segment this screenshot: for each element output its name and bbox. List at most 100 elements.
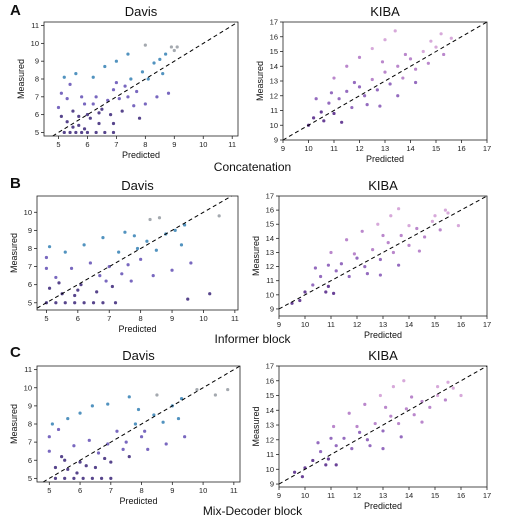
data-point [339, 262, 343, 266]
data-point [65, 96, 69, 101]
data-point [82, 127, 87, 131]
y-tick-label: 5 [35, 128, 39, 137]
data-point [324, 290, 328, 294]
y-tick-label: 10 [270, 121, 278, 130]
data-point [334, 463, 338, 467]
data-point [161, 72, 165, 76]
data-point [378, 257, 382, 262]
data-point [127, 395, 131, 399]
data-point [104, 279, 108, 283]
x-tick-label: 11 [231, 314, 239, 323]
chart-title: KIBA [370, 4, 400, 19]
y-tick-label: 9 [28, 401, 32, 410]
data-point [446, 380, 450, 384]
data-point [397, 263, 401, 267]
panel-letter-a: A [10, 2, 21, 19]
data-point [129, 279, 133, 283]
data-point [311, 458, 315, 463]
data-point [391, 250, 395, 255]
x-tick-label: 14 [405, 320, 413, 329]
identity-line [278, 195, 488, 310]
data-point [195, 387, 199, 392]
y-tick-label: 11 [266, 276, 274, 285]
data-point [375, 88, 379, 92]
data-point [329, 250, 333, 255]
data-point [66, 416, 70, 421]
data-point [114, 59, 118, 63]
data-point [158, 57, 162, 62]
data-point [143, 43, 147, 47]
x-tick-label: 7 [107, 314, 111, 323]
x-tick-label: 11 [230, 486, 238, 495]
data-point [378, 104, 382, 108]
y-tick-label: 5 [28, 298, 32, 307]
data-point [438, 228, 442, 232]
x-tick-label: 12 [353, 491, 361, 500]
data-point [151, 274, 155, 278]
data-point [342, 436, 346, 440]
data-point [324, 463, 328, 467]
data-point [213, 393, 217, 397]
data-point [451, 386, 455, 390]
data-point [132, 234, 136, 238]
data-point [313, 266, 317, 270]
x-tick-label: 9 [277, 320, 281, 329]
y-tick-label: 7 [35, 92, 39, 101]
data-point [358, 430, 362, 435]
data-point [44, 255, 49, 260]
data-point [433, 214, 437, 218]
data-point [352, 252, 356, 256]
y-tick-label: 11 [270, 106, 278, 115]
x-tick-label: 15 [431, 491, 439, 500]
data-point [126, 263, 130, 267]
data-point [90, 404, 94, 408]
data-point [139, 435, 144, 439]
data-point [82, 243, 86, 247]
x-axis-label: Predicted [119, 496, 157, 506]
x-tick-label: 17 [483, 320, 491, 329]
x-tick-label: 12 [355, 144, 363, 153]
y-tick-label: 8 [35, 75, 39, 84]
data-point [357, 55, 362, 60]
scatter-svg: Davis 5 6 7 8 9 10 11 5 6 7 8 9 10 Predicted Measured [9, 178, 239, 334]
data-point [81, 476, 85, 480]
y-tick-label: 14 [270, 62, 278, 71]
x-tick-label: 14 [405, 491, 413, 500]
x-tick-label: 6 [78, 486, 82, 495]
x-tick-label: 10 [199, 486, 207, 495]
y-tick-label: 15 [270, 47, 278, 56]
data-point [319, 449, 323, 454]
data-point [408, 57, 413, 61]
scatter-points [47, 387, 230, 480]
data-point [62, 130, 66, 135]
data-point [217, 214, 221, 218]
x-tick-label: 11 [330, 144, 338, 153]
x-tick-label: 11 [228, 140, 236, 149]
data-point [345, 89, 349, 93]
data-point [76, 288, 80, 292]
y-tick-label: 15 [266, 220, 274, 229]
data-point [80, 95, 84, 99]
data-point [114, 80, 118, 85]
data-point [443, 398, 447, 402]
data-point [381, 447, 385, 451]
data-point [57, 281, 61, 285]
data-point [326, 263, 330, 267]
data-point [100, 107, 104, 111]
x-tick-label: 5 [56, 140, 60, 149]
data-point [170, 268, 174, 272]
data-point [103, 130, 107, 135]
x-tick-label: 8 [139, 314, 143, 323]
data-point [396, 64, 400, 68]
data-point [110, 284, 114, 289]
data-point [459, 393, 463, 398]
data-point [189, 261, 193, 265]
x-tick-label: 8 [139, 486, 143, 495]
data-point [73, 293, 77, 298]
data-point [327, 101, 331, 105]
data-point [111, 88, 116, 92]
x-tick-label: 9 [172, 140, 176, 149]
caption-concatenation: Concatenation [213, 160, 292, 174]
y-tick-label: 16 [266, 206, 274, 215]
